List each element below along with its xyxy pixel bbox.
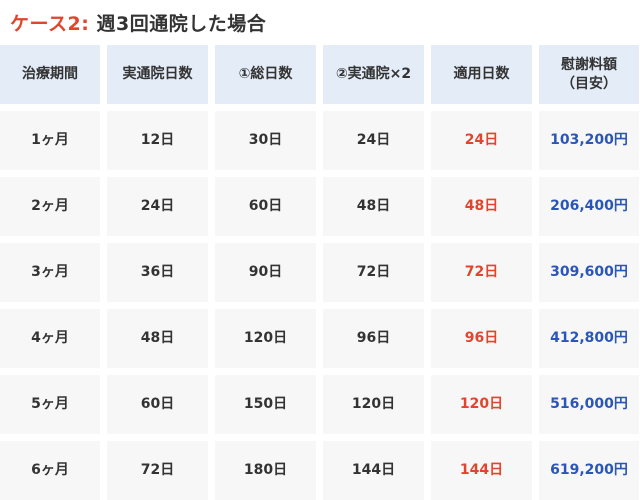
cell-visit-days: 24日	[107, 177, 208, 236]
compensation-table: 治療期間 実通院日数 ①総日数 ②実通院×2 適用日数 慰謝料額 （目安） 1ヶ月 12日 30…	[0, 45, 639, 500]
cell-period: 1ヶ月	[0, 111, 100, 170]
cell-visit-days: 60日	[107, 375, 208, 434]
cell-visits-x2: 48日	[323, 177, 424, 236]
cell-applied-days: 24日	[431, 111, 532, 170]
cell-total-days: 150日	[215, 375, 316, 434]
cell-compensation: 206,400円	[539, 177, 639, 236]
cell-period: 5ヶ月	[0, 375, 100, 434]
cell-total-days: 60日	[215, 177, 316, 236]
cell-visit-days: 72日	[107, 441, 208, 500]
cell-visits-x2: 24日	[323, 111, 424, 170]
cell-applied-days: 144日	[431, 441, 532, 500]
cell-total-days: 30日	[215, 111, 316, 170]
cell-compensation: 516,000円	[539, 375, 639, 434]
cell-visits-x2: 72日	[323, 243, 424, 302]
header-applied-days: 適用日数	[431, 45, 532, 104]
cell-applied-days: 120日	[431, 375, 532, 434]
cell-compensation: 103,200円	[539, 111, 639, 170]
cell-applied-days: 72日	[431, 243, 532, 302]
cell-visits-x2: 96日	[323, 309, 424, 368]
case-label: ケース2:	[10, 13, 90, 35]
header-total-days: ①総日数	[215, 45, 316, 104]
header-period: 治療期間	[0, 45, 100, 104]
cell-compensation: 619,200円	[539, 441, 639, 500]
header-visit-days: 実通院日数	[107, 45, 208, 104]
cell-total-days: 90日	[215, 243, 316, 302]
cell-visit-days: 12日	[107, 111, 208, 170]
cell-period: 4ヶ月	[0, 309, 100, 368]
case-title: 週3回通院した場合	[96, 13, 267, 35]
cell-total-days: 120日	[215, 309, 316, 368]
cell-compensation: 309,600円	[539, 243, 639, 302]
cell-period: 2ヶ月	[0, 177, 100, 236]
cell-compensation: 412,800円	[539, 309, 639, 368]
cell-period: 6ヶ月	[0, 441, 100, 500]
cell-visits-x2: 120日	[323, 375, 424, 434]
cell-visit-days: 36日	[107, 243, 208, 302]
cell-total-days: 180日	[215, 441, 316, 500]
page-title: ケース2: 週3回通院した場合	[10, 9, 266, 36]
cell-period: 3ヶ月	[0, 243, 100, 302]
cell-applied-days: 96日	[431, 309, 532, 368]
cell-visit-days: 48日	[107, 309, 208, 368]
cell-applied-days: 48日	[431, 177, 532, 236]
header-visits-x2: ②実通院×2	[323, 45, 424, 104]
header-compensation: 慰謝料額 （目安）	[539, 45, 639, 104]
cell-visits-x2: 144日	[323, 441, 424, 500]
